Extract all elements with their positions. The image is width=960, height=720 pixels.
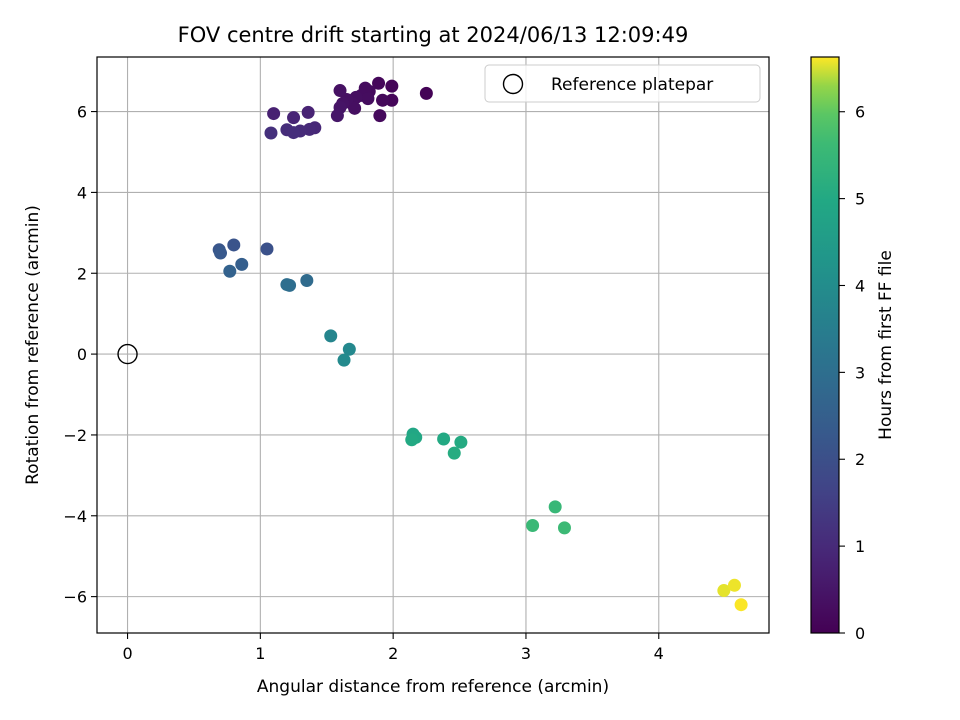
colorbar-frame bbox=[810, 56, 840, 634]
legend-box bbox=[484, 64, 761, 103]
y-axis-label: Rotation from reference (arcmin) bbox=[23, 205, 43, 485]
colorbar-gradient bbox=[811, 57, 839, 633]
data-point bbox=[348, 101, 362, 115]
colorbar-tick-label: 2 bbox=[855, 450, 865, 469]
colorbar-ticks: 0 1 2 3 4 5 6 bbox=[839, 103, 865, 643]
legend-entry-reference: Reference platepar bbox=[551, 75, 713, 95]
x-axis-label: Angular distance from reference (arcmin) bbox=[257, 677, 609, 697]
y-tick-label: 6 bbox=[77, 103, 87, 122]
colorbar-tick-label: 0 bbox=[855, 624, 865, 643]
data-point bbox=[223, 264, 237, 278]
x-tick-label: 2 bbox=[388, 644, 398, 663]
y-tick-label: −4 bbox=[63, 507, 87, 526]
data-point bbox=[372, 76, 386, 90]
data-point bbox=[333, 84, 347, 98]
x-tick-label: 0 bbox=[122, 644, 132, 663]
data-point bbox=[734, 598, 748, 612]
data-point bbox=[300, 274, 314, 288]
data-point bbox=[376, 93, 390, 107]
data-point bbox=[301, 105, 315, 119]
colorbar-label: Hours from first FF file bbox=[876, 250, 896, 440]
legend: Reference platepar bbox=[484, 64, 761, 103]
data-point bbox=[227, 238, 241, 252]
data-point bbox=[385, 93, 399, 107]
x-axis-ticks: 0 1 2 3 4 bbox=[122, 633, 664, 663]
y-tick-label: 0 bbox=[77, 345, 87, 364]
data-point bbox=[717, 584, 731, 598]
y-axis-ticks: −6 −4 −2 0 2 4 6 bbox=[63, 103, 97, 607]
data-point bbox=[337, 353, 351, 367]
x-tick-label: 4 bbox=[654, 644, 664, 663]
data-point bbox=[264, 126, 278, 140]
data-point bbox=[267, 107, 281, 121]
data-point bbox=[280, 278, 294, 292]
data-point bbox=[557, 521, 571, 535]
data-point bbox=[342, 342, 356, 356]
y-tick-label: −6 bbox=[63, 588, 87, 607]
data-point bbox=[405, 433, 419, 447]
data-point bbox=[548, 500, 562, 514]
data-point bbox=[526, 518, 540, 532]
data-point bbox=[447, 446, 461, 460]
data-point bbox=[287, 111, 301, 125]
colorbar-tick-label: 4 bbox=[855, 276, 865, 295]
colorbar-tick-label: 3 bbox=[855, 363, 865, 382]
data-point bbox=[454, 435, 468, 449]
grid bbox=[97, 57, 769, 633]
legend-marker-reference bbox=[502, 73, 524, 95]
x-tick-label: 1 bbox=[255, 644, 265, 663]
colorbar: 0 1 2 3 4 5 6 Hours from first FF file bbox=[810, 56, 896, 643]
data-point bbox=[437, 432, 451, 446]
data-point bbox=[214, 246, 228, 260]
y-tick-label: 4 bbox=[77, 183, 87, 202]
data-point bbox=[287, 126, 301, 140]
data-point bbox=[419, 86, 433, 100]
data-point bbox=[361, 92, 375, 106]
reference-marker-layer bbox=[117, 343, 138, 365]
chart-title: FOV centre drift starting at 2024/06/13 … bbox=[178, 23, 689, 47]
data-points bbox=[212, 76, 748, 612]
colorbar-tick-label: 5 bbox=[855, 190, 865, 209]
data-point bbox=[260, 242, 274, 256]
data-point bbox=[235, 257, 249, 271]
plot-frame bbox=[96, 56, 770, 634]
data-point bbox=[385, 79, 399, 93]
x-tick-label: 3 bbox=[521, 644, 531, 663]
data-point bbox=[324, 329, 338, 343]
data-point bbox=[373, 109, 387, 123]
data-point bbox=[330, 109, 344, 123]
y-tick-label: −2 bbox=[63, 426, 87, 445]
data-point bbox=[727, 578, 741, 592]
colorbar-tick-label: 1 bbox=[855, 537, 865, 556]
y-tick-label: 2 bbox=[77, 264, 87, 283]
colorbar-tick-label: 6 bbox=[855, 103, 865, 122]
reference-platepar-marker bbox=[117, 343, 138, 365]
